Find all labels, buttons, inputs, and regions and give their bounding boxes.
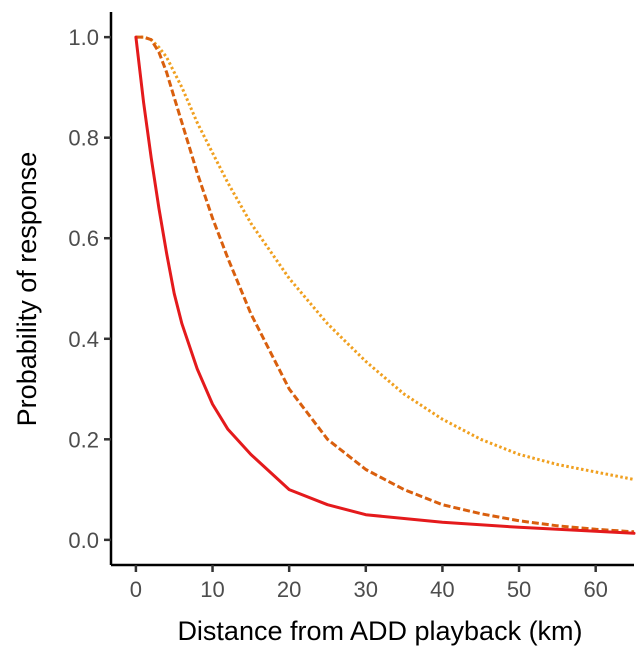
x-tick-label: 30 (354, 577, 378, 602)
x-tick-label: 40 (430, 577, 454, 602)
x-axis-title: Distance from ADD playback (km) (177, 616, 582, 646)
axes: 0 10 20 30 40 50 60 0.0 0.2 0.4 0.6 0.8 1.0 (68, 12, 634, 602)
y-tick-label: 0.6 (68, 226, 99, 251)
y-tick-label: 0.4 (68, 327, 99, 352)
y-tick-label: 0.8 (68, 126, 99, 151)
x-tick-label: 20 (277, 577, 301, 602)
x-tick-label: 50 (507, 577, 531, 602)
plot-lines (134, 35, 636, 535)
y-axis-title: Probability of response (12, 152, 42, 427)
x-tick-label: 0 (130, 577, 142, 602)
series-line-dotted (135, 35, 635, 481)
y-tick-label: 0.0 (68, 528, 99, 553)
series-line-solid (134, 35, 636, 535)
y-tick-label: 0.2 (68, 427, 99, 452)
y-tick-label: 1.0 (68, 25, 99, 50)
x-tick-label: 10 (200, 577, 224, 602)
series-line-dashed (135, 35, 635, 534)
x-tick-label: 60 (583, 577, 607, 602)
